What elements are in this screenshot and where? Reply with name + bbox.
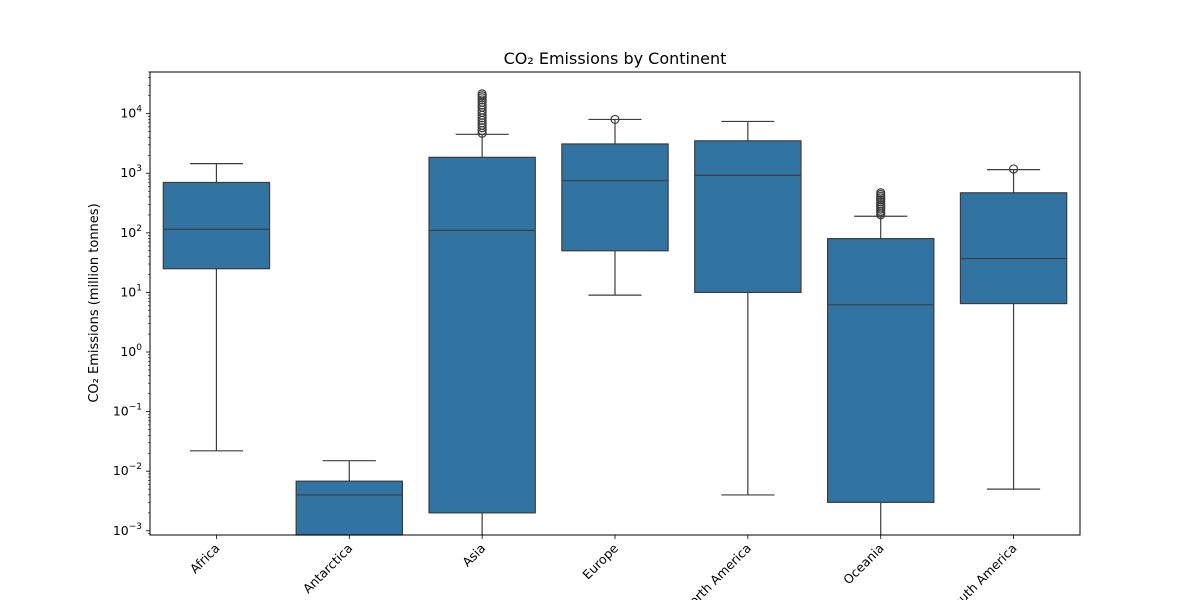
x-tick-label: Oceania (840, 541, 887, 588)
box-europe (561, 143, 669, 252)
y-tick-label: 101 (120, 283, 142, 299)
box-south-america (959, 192, 1068, 305)
outlier-point (477, 120, 487, 130)
outlier-point (477, 123, 487, 133)
x-tick-label: Asia (459, 541, 488, 570)
outlier-point (1008, 164, 1019, 174)
y-tick-label: 102 (120, 224, 142, 240)
y-tick-label: 10−1 (113, 403, 142, 419)
x-tick-label: Africa (187, 541, 223, 577)
x-tick-label: South America (944, 541, 1020, 600)
box-africa (162, 181, 271, 270)
outlier-point (477, 100, 487, 110)
outlier-point (610, 114, 620, 125)
y-tick-label: 100 (120, 343, 142, 359)
x-tick-label: Antarctica (300, 541, 356, 597)
y-axis-label: CO₂ Emissions (million tonnes) (87, 203, 102, 402)
box-oceania (826, 238, 935, 503)
outlier-point (477, 89, 487, 99)
box-north-america (694, 140, 802, 294)
plot-frame (149, 71, 1081, 536)
plot-area: 10−3 10−2 10−1 100 101 102 103 104 Africa Antarct… (113, 71, 1081, 600)
x-tick-label: Europe (579, 540, 621, 582)
y-tick-label: 10−3 (113, 522, 142, 538)
outlier-point (876, 188, 886, 198)
y-tick-label: 104 (120, 105, 142, 121)
box-antarctica (295, 480, 404, 536)
x-tick-label: North America (679, 541, 754, 600)
chart-title: CO₂ Emissions by Continent (504, 49, 727, 68)
y-tick-label: 103 (120, 164, 142, 180)
y-tick-label: 10−2 (113, 462, 142, 478)
outlier-point (477, 102, 487, 112)
box-asia (428, 156, 536, 514)
